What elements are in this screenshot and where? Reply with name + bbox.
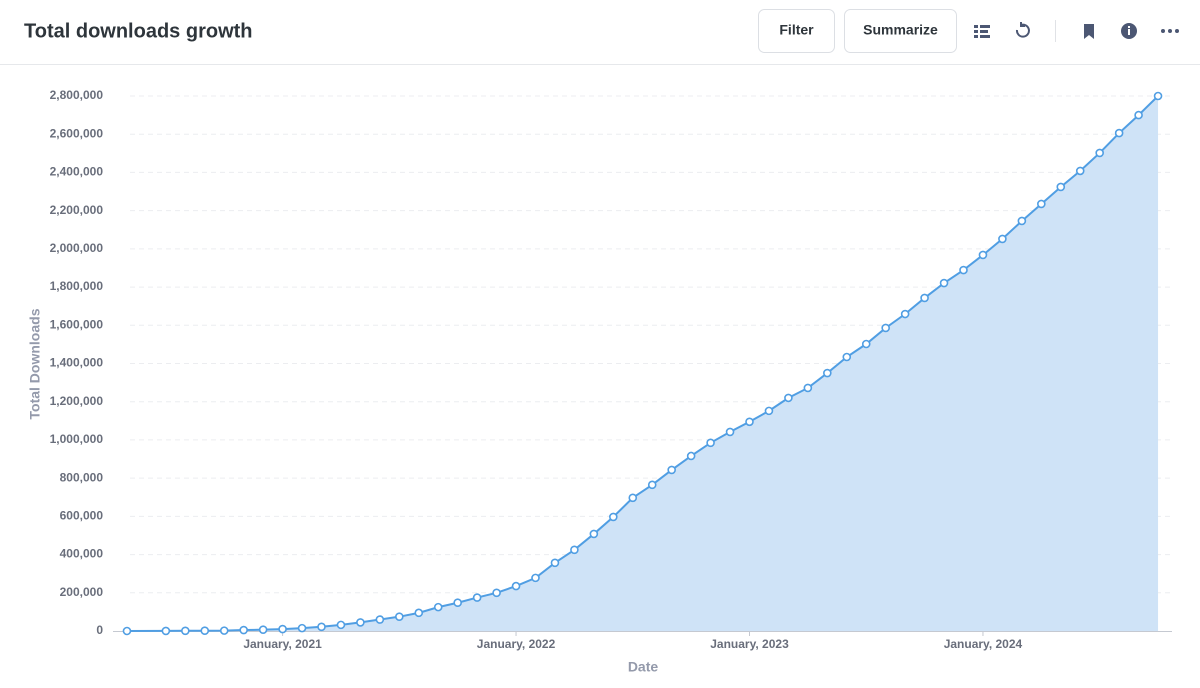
point [1075,166,1085,176]
x-tick-label: January, 2021 [243,637,322,651]
point [1037,199,1046,209]
point [667,465,676,475]
point [628,493,638,503]
filter-label[interactable]: Filter [779,22,814,38]
point [336,620,346,630]
point [453,598,462,608]
editor-icon[interactable] [974,25,990,38]
point [1095,148,1104,158]
point [706,438,715,448]
info-icon[interactable] [1121,23,1137,39]
y-tick-label: 2,400,000 [50,165,104,179]
point [511,581,521,591]
point [433,602,443,612]
y-tick-label: 400,000 [60,547,104,561]
point [219,626,229,635]
y-tick-label: 600,000 [60,509,104,523]
point [492,588,501,598]
area-fill [126,96,1159,631]
point [550,558,560,568]
point [939,278,949,288]
point [745,417,754,427]
point [803,383,813,393]
point [317,622,326,632]
point [959,265,968,275]
point [570,545,579,555]
point [1153,91,1163,101]
y-tick-label: 200,000 [60,585,104,599]
summarize-button[interactable] [844,9,957,53]
x-axis-label: Date [628,659,659,675]
point [356,618,365,627]
point [998,234,1007,244]
y-tick-label: 2,000,000 [50,241,104,255]
y-tick-label: 1,600,000 [50,317,104,331]
y-tick-label: 1,200,000 [50,394,104,408]
point [881,323,890,333]
bookmark-icon[interactable] [1084,24,1094,39]
y-tick-label: 1,800,000 [50,279,104,293]
point [161,626,171,636]
y-tick-label: 2,200,000 [50,203,104,217]
point [823,368,832,378]
point [842,352,852,362]
page-title: Total downloads growth [24,20,253,42]
point [900,309,910,319]
point [1114,128,1124,138]
point [414,608,424,618]
point [258,625,268,634]
y-axis-label: Total Downloads [27,308,43,419]
refresh-icon[interactable] [1015,22,1030,38]
point [920,293,929,303]
header: Total downloads growth Filter Summarize [0,9,1200,65]
point [609,512,618,522]
summarize-label[interactable]: Summarize [863,22,938,38]
x-tick-label: January, 2023 [710,637,789,651]
point [1134,110,1143,120]
point [589,529,599,539]
point [181,626,190,636]
point [725,427,735,437]
point [200,626,210,636]
point [122,626,132,636]
point [764,406,774,416]
filter-button[interactable] [758,9,835,53]
point [297,623,307,633]
more-icon[interactable] [1161,29,1179,33]
y-tick-label: 0 [96,623,103,637]
y-tick-label: 2,600,000 [50,126,104,140]
point [978,250,988,260]
point [375,615,385,624]
point [647,480,657,490]
point [861,339,871,349]
point [472,593,482,602]
point [1056,182,1066,192]
point [239,625,248,635]
point [395,612,404,621]
y-tick-label: 800,000 [60,470,104,484]
point [531,573,540,583]
point [686,451,696,461]
point [1017,216,1027,226]
y-tick-label: 2,800,000 [50,88,104,102]
x-tick-label: January, 2024 [944,637,1023,651]
point [784,393,793,403]
x-tick-label: January, 2022 [477,637,556,651]
point [278,624,287,634]
y-tick-label: 1,400,000 [50,356,104,370]
y-tick-label: 1,000,000 [50,432,104,446]
